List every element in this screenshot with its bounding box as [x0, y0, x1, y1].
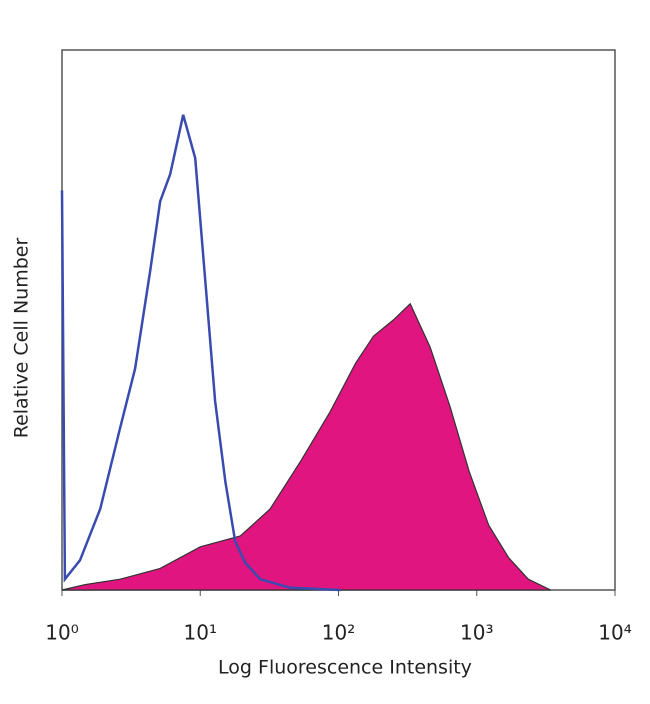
x-tick-label: 10⁰ [45, 621, 78, 645]
histogram-line [60, 114, 341, 592]
y-axis-label: Relative Cell Number [11, 238, 33, 439]
x-tick-label: 10¹ [184, 621, 217, 645]
x-tick-label: 10² [322, 621, 355, 645]
histogram-area [61, 302, 551, 591]
x-tick-label: 10⁴ [598, 621, 631, 645]
x-tick-label: 10³ [460, 621, 493, 645]
x-axis-label: Log Fluorescence Intensity [218, 657, 472, 679]
